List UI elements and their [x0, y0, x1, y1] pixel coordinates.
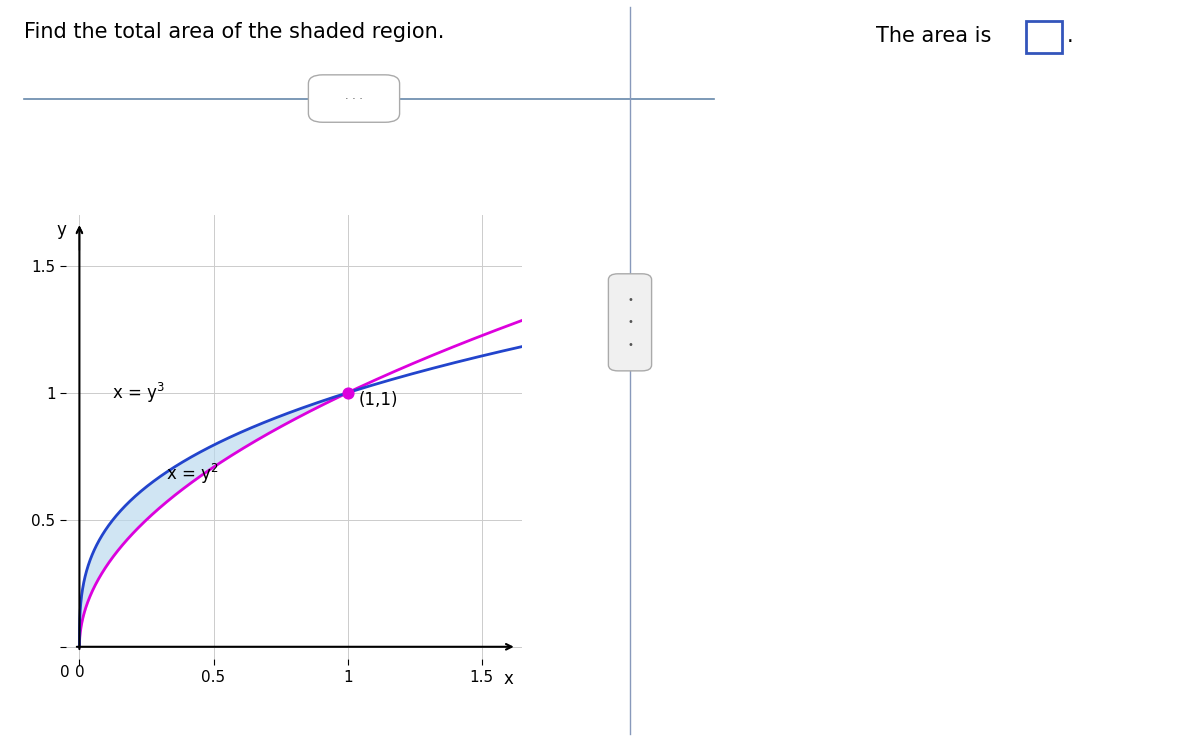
Text: x: x: [504, 670, 514, 688]
Text: •: •: [628, 339, 632, 350]
Text: The area is: The area is: [876, 26, 991, 46]
Text: •: •: [628, 295, 632, 305]
Point: [338, 387, 358, 399]
Text: Find the total area of the shaded region.: Find the total area of the shaded region…: [24, 22, 444, 42]
Text: · · ·: · · ·: [346, 93, 362, 104]
Text: 0: 0: [74, 665, 84, 679]
Text: x = y$^3$: x = y$^3$: [112, 381, 164, 405]
Text: (1,1): (1,1): [359, 391, 398, 409]
Text: •: •: [628, 317, 632, 328]
Text: .: .: [1067, 26, 1074, 46]
Text: x = y$^2$: x = y$^2$: [166, 462, 218, 486]
Text: 0: 0: [60, 665, 70, 679]
Text: y: y: [56, 221, 66, 239]
